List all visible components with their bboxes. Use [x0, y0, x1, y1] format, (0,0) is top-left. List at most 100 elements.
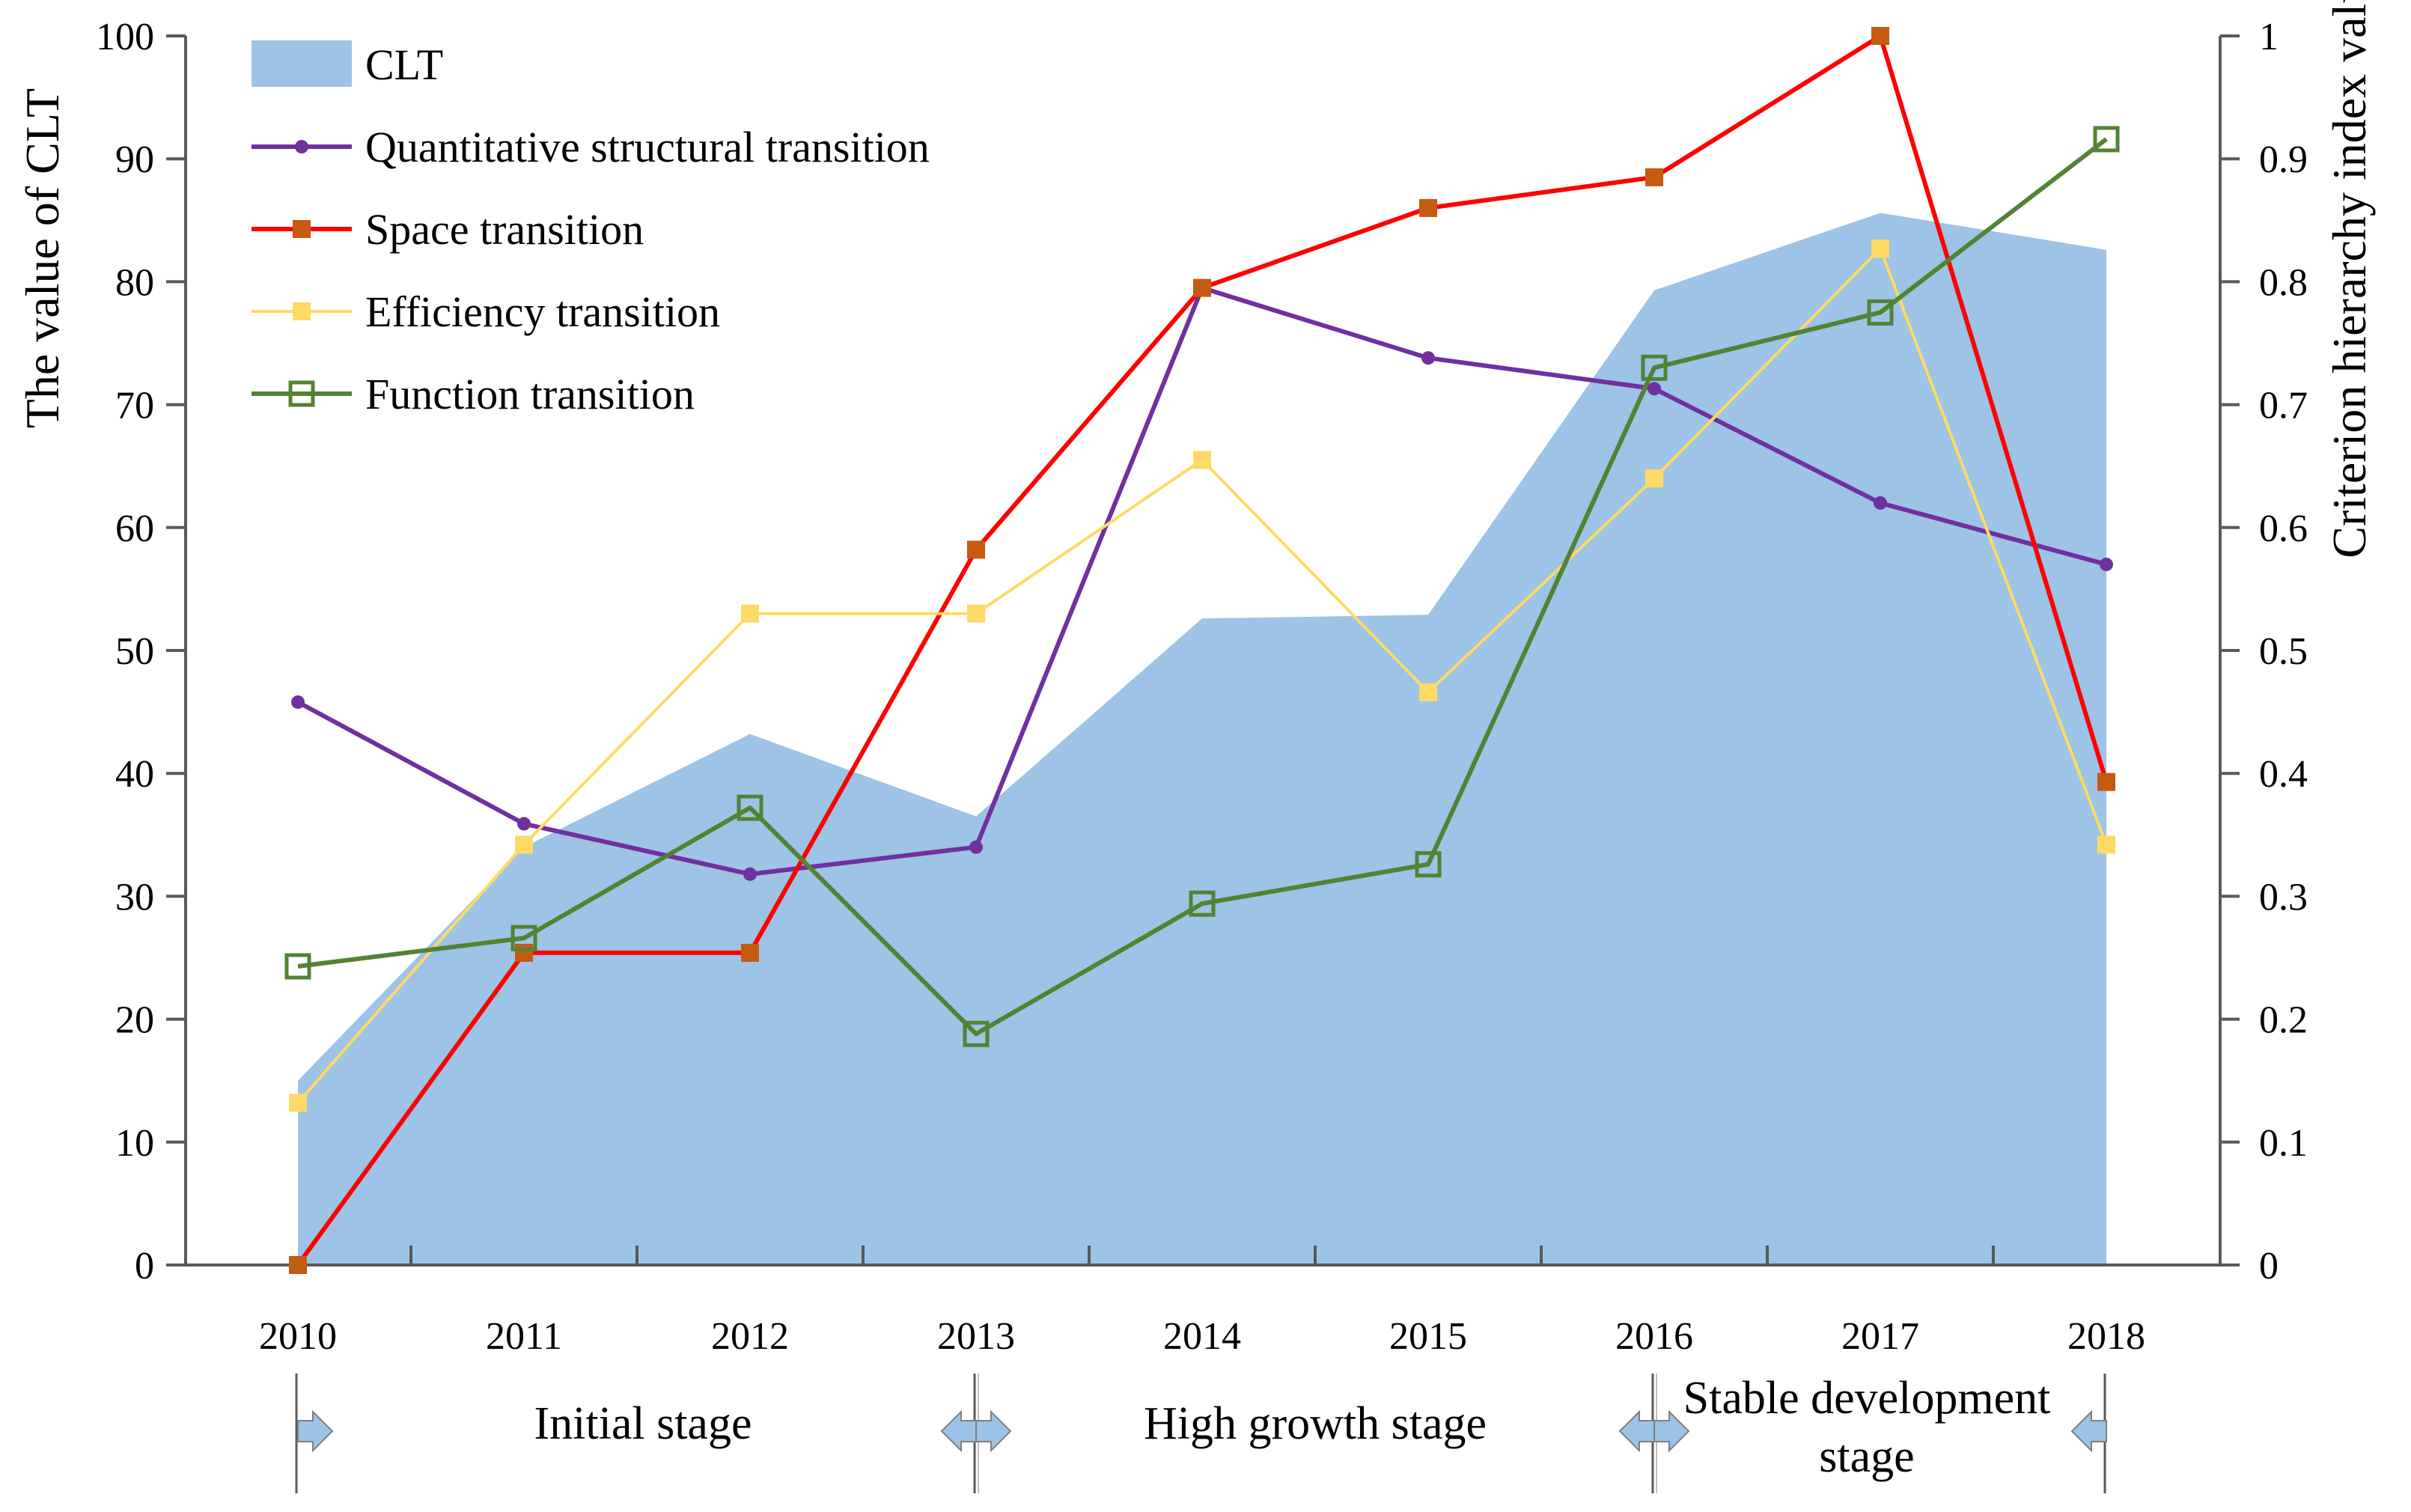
x-tick-label-2010: 2010: [259, 1315, 337, 1358]
x-tick-label-2017: 2017: [1841, 1315, 1919, 1358]
legend-swatch-clt: [252, 40, 352, 87]
left-y-tick-label: 90: [115, 138, 154, 181]
marker-quantitative-structural-transition-2018: [2100, 558, 2113, 572]
right-y-tick-label: 0.6: [2259, 507, 2308, 550]
marker-quantitative-structural-transition-2010: [291, 695, 305, 709]
marker-efficiency-transition-2014: [1193, 451, 1211, 469]
marker-space-transition-2015: [1419, 198, 1437, 217]
left-y-tick-label: 10: [115, 1122, 154, 1165]
right-y-tick-label: 0.1: [2259, 1122, 2308, 1165]
legend-label-function-transition: Function transition: [365, 370, 695, 418]
marker-efficiency-transition-2015: [1419, 683, 1437, 701]
legend-item-quantitative-structural-transition: Quantitative structural transition: [252, 123, 930, 171]
marker-efficiency-transition-2018: [2097, 835, 2115, 854]
stage-stable-development-stage: Stable development stage: [1653, 1373, 2107, 1482]
left-y-tick-label: 100: [96, 16, 154, 58]
left-y-tick-label: 0: [135, 1245, 154, 1287]
marker-space-transition-2018: [2097, 772, 2115, 791]
marker-space-transition-2017: [1871, 27, 1889, 45]
stage-end-arrow-stable-development-stage: [2070, 1409, 2107, 1453]
stage-label-initial-stage: Initial stage: [534, 1398, 752, 1449]
right-y-tick-label: 1: [2259, 16, 2279, 58]
right-y-tick-label: 0.5: [2259, 630, 2308, 673]
marker-efficiency-transition-2017: [1871, 240, 1889, 258]
marker-function-transition-2012: [737, 794, 763, 821]
x-tick-label-2018: 2018: [2067, 1315, 2145, 1358]
x-tick-label-2013: 2013: [937, 1315, 1015, 1358]
left-y-tick-label: 50: [115, 630, 154, 673]
marker-efficiency-transition-2013: [967, 604, 985, 623]
marker-efficiency-transition-2016: [1645, 469, 1663, 488]
marker-efficiency-transition-2012: [741, 604, 759, 623]
right-y-tick-label: 0.4: [2259, 753, 2308, 796]
marker-function-transition-2018: [2093, 126, 2120, 153]
x-tick-label-2016: 2016: [1615, 1315, 1693, 1358]
x-tick-labels: 2010 2011 2012 2013 2014 2015 2016 2017 2018: [259, 1315, 2145, 1358]
series-markers-layer: [284, 27, 2120, 1274]
legend-marker-space-transition: [293, 220, 311, 238]
marker-function-transition-2013: [963, 1020, 990, 1047]
marker-function-transition-2017: [1867, 299, 1894, 326]
stage-start-arrow-initial-stage: [297, 1409, 334, 1453]
left-y-tick-label: 40: [115, 753, 154, 796]
marker-quantitative-structural-transition-2016: [1648, 382, 1661, 396]
x-tick-label-2015: 2015: [1389, 1315, 1467, 1358]
marker-function-transition-2015: [1415, 851, 1442, 878]
x-tick-label-2012: 2012: [711, 1315, 789, 1358]
stage-label-stable-development-stage-line1: Stable development: [1683, 1373, 2051, 1424]
marker-quantitative-structural-transition-2015: [1421, 351, 1435, 365]
legend-item-clt: CLT: [252, 40, 443, 89]
stage-label-high-growth-stage: High growth stage: [1144, 1398, 1487, 1449]
marker-space-transition-2013: [967, 540, 985, 559]
stage-annotations: Initial stage High growth stage Stable dev…: [295, 1373, 2107, 1493]
legend-marker-quantitative-structural-transition: [295, 140, 308, 153]
marker-efficiency-transition-2010: [289, 1094, 307, 1112]
marker-function-transition-2010: [284, 953, 311, 980]
marker-space-transition-2016: [1645, 168, 1663, 186]
legend: CLT Quantitative structural transition Spa…: [252, 40, 930, 418]
stage-start-arrow-high-growth-stage: [975, 1409, 1012, 1453]
legend-item-function-transition: Function transition: [252, 370, 695, 418]
stage-end-arrow-high-growth-stage: [1618, 1409, 1655, 1453]
marker-quantitative-structural-transition-2012: [743, 867, 757, 881]
axes-layer: [166, 34, 2240, 1266]
left-y-tick-label: 60: [115, 507, 154, 550]
right-y-tick-label: 0.7: [2259, 385, 2308, 427]
stage-label-stable-development-stage-line2: stage: [1819, 1431, 1914, 1482]
marker-space-transition-2011: [515, 943, 533, 962]
left-y-tick-label: 70: [115, 385, 154, 427]
legend-label-clt: CLT: [365, 40, 443, 89]
legend-marker-function-transition: [288, 380, 315, 407]
marker-space-transition-2014: [1193, 278, 1211, 297]
left-axis-title: The value of CLT: [16, 88, 69, 428]
stage-high-growth-stage: High growth stage: [975, 1398, 1655, 1453]
marker-quantitative-structural-transition-2017: [1874, 496, 1887, 510]
legend-marker-efficiency-transition: [293, 302, 311, 320]
x-tick-label-2011: 2011: [486, 1315, 562, 1358]
right-y-tick-labels: 0 0.1 0.2 0.3 0.4 0.5 0.6 0.7 0.8 0.9 1: [2259, 16, 2308, 1287]
line-function-transition: [297, 137, 2108, 1037]
marker-space-transition-2012: [741, 943, 759, 962]
right-axis-title: Criterion hierarchy index value: [2323, 0, 2376, 558]
right-y-tick-label: 0.2: [2259, 999, 2308, 1042]
stage-start-arrow-stable-development-stage: [1653, 1409, 1690, 1453]
right-y-tick-label: 0.8: [2259, 261, 2308, 304]
right-y-tick-label: 0.3: [2259, 876, 2308, 918]
left-y-tick-label: 20: [115, 999, 154, 1042]
legend-label-quantitative-structural-transition: Quantitative structural transition: [365, 123, 930, 171]
left-y-tick-label: 30: [115, 876, 154, 918]
stage-end-arrow-initial-stage: [940, 1409, 977, 1453]
right-y-tick-label: 0.9: [2259, 138, 2308, 181]
marker-function-transition-2016: [1641, 354, 1668, 381]
legend-label-efficiency-transition: Efficiency transition: [365, 287, 720, 336]
marker-function-transition-2011: [510, 924, 537, 951]
marker-quantitative-structural-transition-2013: [969, 840, 983, 854]
legend-item-efficiency-transition: Efficiency transition: [252, 287, 720, 336]
left-y-tick-label: 80: [115, 261, 154, 304]
legend-item-space-transition: Space transition: [252, 205, 644, 254]
marker-efficiency-transition-2011: [515, 835, 533, 854]
marker-quantitative-structural-transition-2011: [517, 817, 531, 831]
x-tick-label-2014: 2014: [1163, 1315, 1241, 1358]
